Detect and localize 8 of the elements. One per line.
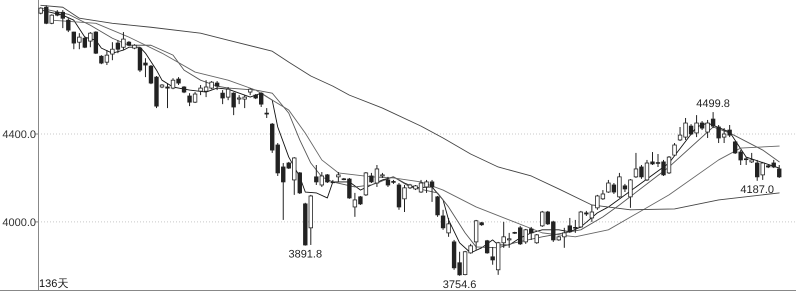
y-tick-label: 4400.0 xyxy=(2,129,36,142)
line-series xyxy=(40,4,780,210)
annotation: 3891.8 xyxy=(288,248,322,261)
annotation: 4187.0 xyxy=(740,184,774,196)
y-tick-label: 4000.0 xyxy=(2,216,36,229)
annotation: 4499.8 xyxy=(696,98,730,110)
annotation: 136天 xyxy=(39,278,68,290)
annotation: 3754.6 xyxy=(442,278,476,291)
